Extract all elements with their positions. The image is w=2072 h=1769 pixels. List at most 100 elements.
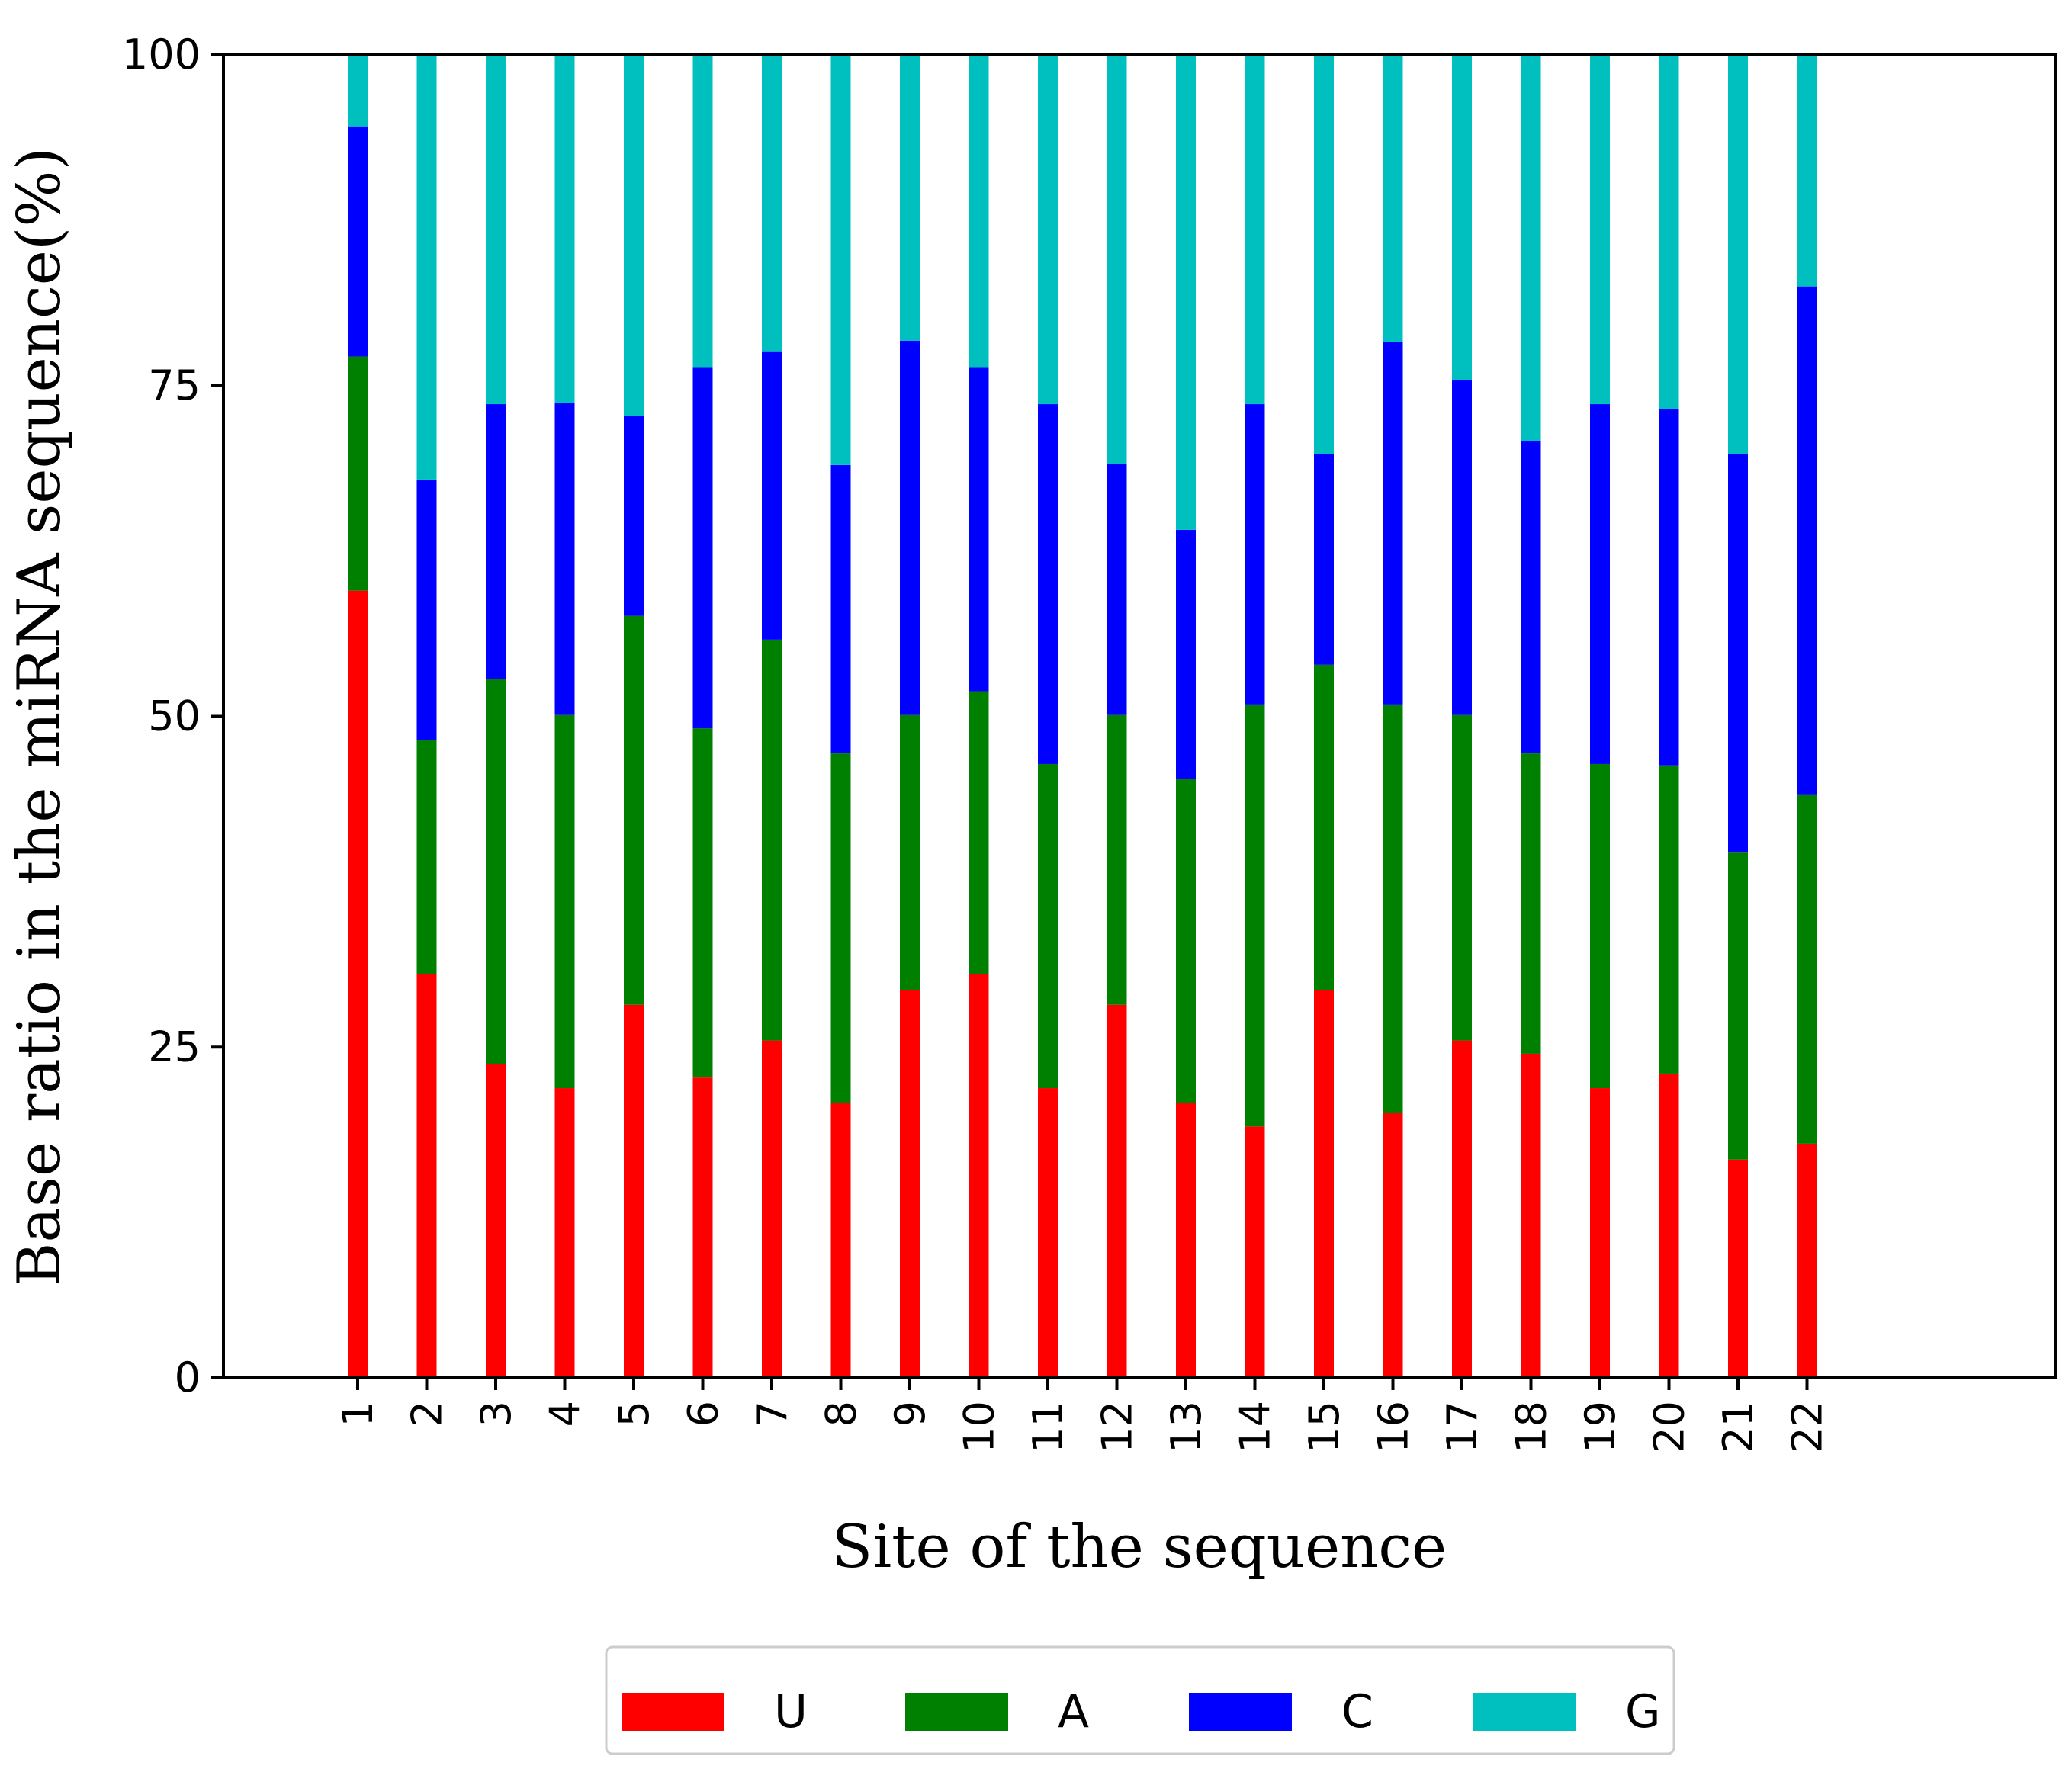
bar-C-site-7 [762,351,782,640]
x-tick-label: 10 [956,1401,1004,1453]
x-tick-label: 20 [1646,1401,1694,1453]
bar-C-site-3 [486,404,506,679]
x-tick-label: 5 [610,1401,658,1427]
bar-U-site-15 [1314,990,1334,1378]
x-tick-label: 15 [1300,1401,1348,1453]
y-axis: 0 25 50 75 100 [122,30,223,1401]
bar-G-site-11 [1038,55,1058,405]
bars-layer [348,55,1817,1378]
bar-U-site-8 [830,1103,851,1378]
bar-C-site-15 [1314,454,1334,665]
bar-A-site-22 [1797,794,1817,1144]
bar-G-site-9 [900,55,920,341]
bar-A-site-15 [1314,664,1334,990]
bar-U-site-19 [1590,1088,1610,1378]
bar-G-site-14 [1245,55,1265,405]
bar-A-site-18 [1521,753,1541,1054]
legend-swatch-U [622,1693,724,1731]
bar-U-site-17 [1452,1040,1472,1378]
legend-label-C: C [1341,1685,1373,1738]
bar-U-site-9 [900,990,920,1378]
x-tick-label: 8 [818,1401,866,1427]
bar-A-site-21 [1728,852,1748,1160]
legend-box [605,1645,1675,1755]
bar-C-site-2 [416,479,437,740]
x-tick-label: 13 [1162,1401,1210,1453]
bar-U-site-11 [1038,1088,1058,1378]
bar-G-site-1 [348,55,368,127]
bar-C-site-5 [624,416,644,616]
bar-A-site-14 [1245,704,1265,1127]
bar-U-site-4 [554,1088,575,1378]
bar-G-site-2 [416,55,437,480]
y-tick-label: 75 [148,361,201,409]
bar-U-site-6 [692,1077,713,1378]
bar-G-site-3 [486,55,506,405]
bar-U-site-12 [1107,1004,1127,1378]
legend-label-G: G [1625,1685,1661,1738]
bar-A-site-17 [1452,714,1472,1041]
bar-C-site-10 [969,367,989,692]
bar-U-site-20 [1659,1073,1679,1378]
x-tick-label: 14 [1232,1401,1280,1453]
x-tick-label: 18 [1508,1401,1556,1453]
bar-A-site-5 [624,615,644,1005]
x-tick-label: 12 [1094,1401,1142,1453]
bar-U-site-1 [348,590,368,1378]
bar-U-site-2 [416,974,437,1378]
bar-C-site-17 [1452,380,1472,715]
y-tick-label: 100 [122,30,201,79]
legend-swatch-G [1473,1693,1576,1731]
bar-G-site-10 [969,55,989,368]
bar-C-site-22 [1797,286,1817,795]
bar-A-site-12 [1107,714,1127,1005]
x-tick-label: 7 [748,1401,796,1427]
bar-A-site-13 [1176,779,1196,1103]
bar-U-site-22 [1797,1143,1817,1378]
bar-G-site-13 [1176,55,1196,530]
bar-A-site-4 [554,714,575,1089]
x-tick-label: 19 [1576,1401,1624,1453]
bar-G-site-19 [1590,55,1610,405]
bar-C-site-12 [1107,464,1127,715]
bar-G-site-18 [1521,55,1541,441]
bar-U-site-18 [1521,1053,1541,1378]
bar-C-site-16 [1383,342,1403,705]
bar-G-site-16 [1383,55,1403,342]
bar-G-site-5 [624,55,644,416]
bar-A-site-10 [969,691,989,974]
bar-A-site-2 [416,740,437,974]
bar-C-site-18 [1521,441,1541,754]
bar-U-site-14 [1245,1126,1265,1378]
bar-A-site-16 [1383,704,1403,1113]
bar-C-site-13 [1176,529,1196,779]
x-tick-label: 1 [334,1401,382,1427]
x-axis: 1 2 3 4 5 6 7 8 9 10 11 12 13 14 15 16 17 18 19 20 21 22 [334,1378,1832,1453]
bar-G-site-15 [1314,55,1334,454]
bar-G-site-6 [692,55,713,368]
bar-A-site-1 [348,356,368,591]
x-tick-label: 4 [541,1401,589,1427]
x-tick-label: 17 [1438,1401,1486,1453]
bar-G-site-20 [1659,55,1679,409]
bar-U-site-16 [1383,1113,1403,1378]
x-tick-label: 3 [472,1401,520,1427]
y-tick-label: 25 [148,1023,201,1071]
bar-A-site-9 [900,714,920,990]
bar-C-site-19 [1590,404,1610,764]
y-tick-label: 50 [148,692,201,740]
bar-A-site-20 [1659,765,1679,1074]
bar-U-site-21 [1728,1159,1748,1378]
bar-G-site-8 [830,55,851,465]
legend-swatch-A [905,1693,1008,1731]
bar-C-site-14 [1245,404,1265,705]
bar-A-site-11 [1038,763,1058,1089]
bar-A-site-7 [762,639,782,1041]
bar-A-site-8 [830,753,851,1103]
bar-G-site-22 [1797,55,1817,287]
bar-U-site-5 [624,1004,644,1378]
bar-C-site-8 [830,464,851,754]
bar-G-site-7 [762,55,782,352]
bar-U-site-7 [762,1040,782,1378]
